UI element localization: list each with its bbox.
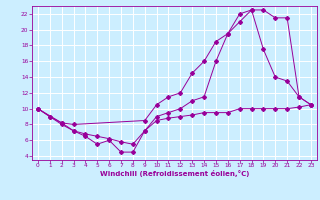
X-axis label: Windchill (Refroidissement éolien,°C): Windchill (Refroidissement éolien,°C) — [100, 170, 249, 177]
